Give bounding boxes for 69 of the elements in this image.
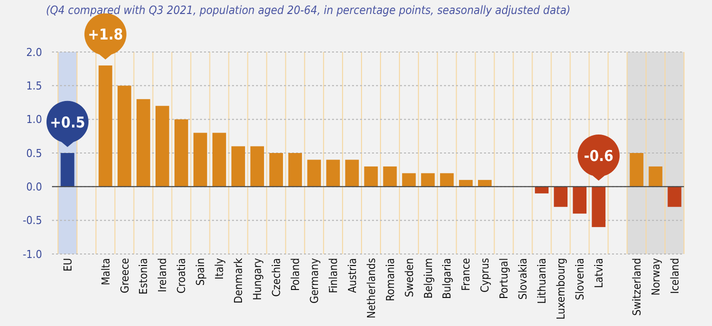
x-tick-label: Iceland [668, 258, 682, 294]
x-tick-label: Slovakia [516, 258, 530, 300]
bar [118, 86, 132, 187]
bar [288, 153, 302, 187]
x-tick-label: Ireland [156, 258, 170, 292]
bar [554, 186, 568, 207]
x-tick-label: Netherlands [364, 258, 378, 318]
bar [156, 106, 170, 187]
bar [269, 153, 283, 187]
bar [421, 173, 435, 187]
y-tick-label: 2.0 [26, 46, 42, 59]
bar [534, 186, 549, 194]
bar [383, 166, 397, 187]
x-tick-label: Cyprus [478, 258, 492, 293]
y-tick-label: 0.5 [26, 146, 42, 160]
x-tick-label: Spain [194, 258, 208, 286]
y-tick-label: -1.0 [22, 248, 42, 261]
x-tick-label: Belgium [422, 258, 435, 299]
x-tick-label: Poland [288, 258, 302, 291]
bar [136, 99, 150, 187]
bar [174, 119, 188, 187]
x-tick-label: Luxembourg [554, 258, 568, 320]
bar [630, 153, 644, 187]
x-tick-label: Italy [213, 258, 226, 280]
bar [592, 186, 606, 228]
bar [231, 146, 246, 187]
x-tick-label: Austria [346, 258, 359, 293]
x-tick-label: Finland [326, 258, 340, 294]
x-tick-label: EU [61, 258, 74, 272]
x-tick-label: Portugal [498, 258, 511, 299]
bar [364, 166, 378, 187]
x-tick-label: Switzerland [630, 258, 644, 316]
bar [193, 132, 208, 187]
data-label: +0.5 [50, 113, 86, 132]
x-tick-label: France [460, 258, 473, 291]
y-tick-label: 1.0 [26, 113, 42, 126]
x-tick-label: Latvia [592, 258, 606, 288]
x-tick-label: Greece [118, 258, 132, 294]
x-tick-label: Estonia [137, 258, 150, 294]
bar [98, 65, 112, 187]
x-tick-label: Denmark [232, 258, 246, 304]
y-tick-label: -0.5 [22, 214, 42, 228]
x-tick-label: Sweden [402, 258, 416, 298]
x-tick-label: Romania [384, 258, 397, 302]
data-label: +1.8 [88, 26, 124, 44]
y-tick-label: 0.0 [26, 180, 42, 194]
x-tick-label: Hungary [251, 258, 264, 300]
x-tick-label: Czechia [270, 258, 283, 297]
x-tick-label: Slovenia [574, 258, 587, 300]
bar [212, 132, 226, 187]
bar [648, 166, 662, 187]
bar [326, 160, 340, 187]
x-tick-label: Lithuania [536, 258, 549, 304]
bar [60, 153, 74, 187]
x-tick-label: Malta [99, 258, 112, 286]
bar [440, 173, 454, 187]
bar [307, 160, 321, 187]
bar [668, 186, 682, 207]
bar [402, 173, 416, 187]
bar [345, 160, 359, 187]
x-tick-label: Croatia [175, 258, 188, 294]
bar [250, 146, 264, 187]
data-label: -0.6 [584, 146, 614, 165]
y-tick-label: 1.5 [26, 80, 42, 93]
x-tick-label: Norway [649, 258, 662, 296]
bar [572, 186, 586, 214]
x-tick-label: Bulgaria [440, 258, 454, 300]
x-tick-label: Germany [308, 258, 321, 304]
chart-subtitle: (Q4 compared with Q3 2021, population aged 20-64, in percentage points, seasonally adjusted data) [46, 3, 570, 17]
